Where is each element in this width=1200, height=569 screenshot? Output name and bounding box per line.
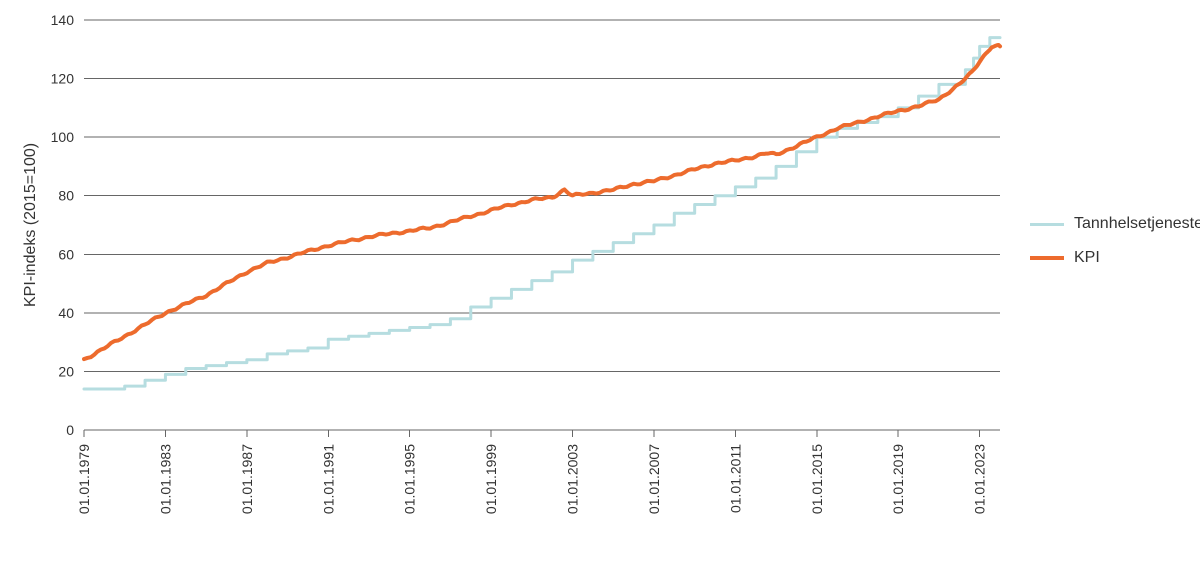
legend: Tannhelsetjenester KPI — [1030, 215, 1200, 283]
x-tick-label: 01.01.2015 — [809, 444, 825, 514]
x-tick-label: 01.01.1999 — [483, 444, 499, 514]
y-tick-label: 20 — [58, 363, 74, 379]
x-tick-label: 01.01.1995 — [402, 444, 418, 514]
x-tick-label: 01.01.2019 — [890, 444, 906, 514]
legend-item: KPI — [1030, 249, 1200, 267]
legend-swatch — [1030, 223, 1064, 226]
y-axis-title: KPI-indeks (2015=100) — [22, 143, 40, 307]
x-tick-label: 01.01.2023 — [972, 444, 988, 514]
y-tick-label: 120 — [51, 71, 75, 87]
x-tick-label: 01.01.2011 — [727, 444, 743, 513]
legend-label: KPI — [1074, 249, 1100, 267]
x-tick-label: 01.01.1991 — [320, 444, 336, 514]
y-tick-label: 100 — [51, 129, 75, 145]
y-tick-label: 80 — [58, 188, 74, 204]
line-chart: 0 20 40 60 80 100 120 140 01.01.1979 01.01.1983 01… — [0, 0, 1200, 569]
y-tick-label: 140 — [51, 12, 75, 28]
y-tick-label: 0 — [66, 422, 74, 438]
chart-container: 0 20 40 60 80 100 120 140 01.01.1979 01.01.1983 01… — [0, 0, 1200, 569]
y-tick-label: 40 — [58, 305, 74, 321]
x-tick-label: 01.01.2007 — [646, 444, 662, 514]
legend-item: Tannhelsetjenester — [1030, 215, 1200, 233]
x-tick-label: 01.01.2003 — [565, 444, 581, 514]
legend-label: Tannhelsetjenester — [1074, 215, 1200, 233]
x-tick-label: 01.01.1983 — [157, 444, 173, 514]
legend-swatch — [1030, 256, 1064, 260]
y-tick-label: 60 — [58, 246, 74, 262]
x-tick-label: 01.01.1987 — [239, 444, 255, 514]
x-tick-label: 01.01.1979 — [76, 444, 92, 514]
